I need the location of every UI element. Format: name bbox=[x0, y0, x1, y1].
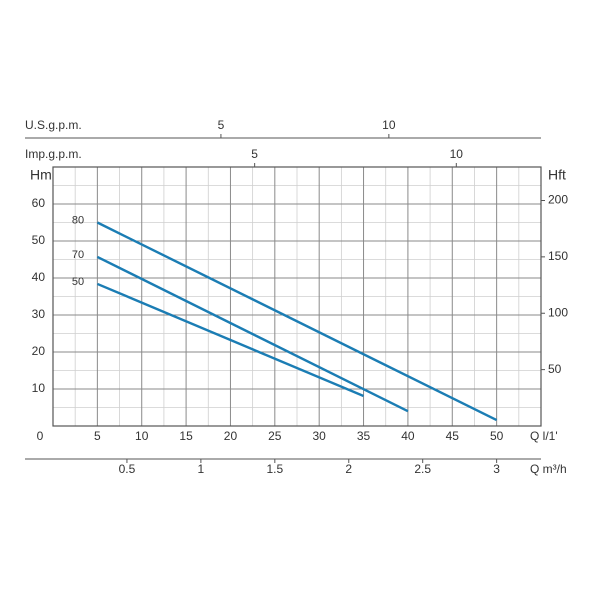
axis-label: U.S.g.p.m. bbox=[25, 118, 82, 132]
tick-label: 2.5 bbox=[414, 462, 431, 476]
tick-label: 5 bbox=[251, 147, 258, 161]
y2-tick-label: 200 bbox=[548, 193, 568, 207]
y-tick-label: 60 bbox=[32, 196, 46, 210]
curve-label: 50 bbox=[72, 276, 84, 288]
x-tick-label: 30 bbox=[313, 429, 327, 443]
y-tick-label: 10 bbox=[32, 381, 46, 395]
x-tick-label: 40 bbox=[401, 429, 415, 443]
axis-label: Q m³/h bbox=[530, 462, 567, 476]
y-tick-label: 20 bbox=[32, 344, 46, 358]
curve bbox=[96, 282, 365, 398]
tick-label: 3 bbox=[493, 462, 500, 476]
tick-label: 5 bbox=[218, 118, 225, 132]
y-tick-label: 30 bbox=[32, 307, 46, 321]
tick-label: 1 bbox=[198, 462, 205, 476]
tick-label: 10 bbox=[450, 147, 464, 161]
tick-label: 10 bbox=[382, 118, 396, 132]
x-axis-label: Q l/1' bbox=[530, 429, 558, 443]
axis-label: Imp.g.p.m. bbox=[25, 147, 82, 161]
y2-tick-label: 100 bbox=[548, 305, 568, 319]
tick-label: 0.5 bbox=[119, 462, 136, 476]
y-axis-label: Hm bbox=[30, 167, 52, 183]
tick-label: 2 bbox=[345, 462, 352, 476]
y2-axis-label: Hft bbox=[548, 167, 566, 183]
x-tick-label: 15 bbox=[179, 429, 193, 443]
x-tick-label: 45 bbox=[446, 429, 460, 443]
x-tick-label: 0 bbox=[37, 429, 44, 443]
y-tick-label: 40 bbox=[32, 270, 46, 284]
x-tick-label: 5 bbox=[94, 429, 101, 443]
x-tick-label: 10 bbox=[135, 429, 149, 443]
tick-label: 1.5 bbox=[266, 462, 283, 476]
x-tick-label: 35 bbox=[357, 429, 371, 443]
curve bbox=[96, 221, 498, 422]
y2-tick-label: 150 bbox=[548, 249, 568, 263]
curve-label: 70 bbox=[72, 249, 84, 261]
x-tick-label: 20 bbox=[224, 429, 238, 443]
x-tick-label: 25 bbox=[268, 429, 282, 443]
plot-frame bbox=[52, 166, 542, 427]
y-tick-label: 50 bbox=[32, 233, 46, 247]
curve-label: 80 bbox=[72, 214, 84, 226]
y2-tick-label: 50 bbox=[548, 362, 562, 376]
x-tick-label: 50 bbox=[490, 429, 504, 443]
curve bbox=[96, 255, 409, 413]
